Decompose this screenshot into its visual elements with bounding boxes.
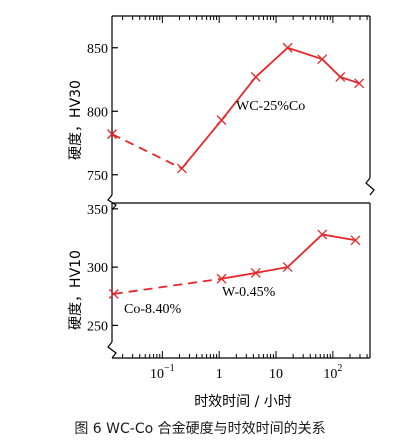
x-tick-label: 1 xyxy=(216,367,223,382)
marker-stroke xyxy=(317,229,328,240)
x-tick-base: 10 xyxy=(150,367,164,382)
marker-stroke xyxy=(108,288,119,299)
data-markers xyxy=(107,42,365,299)
marker-stroke xyxy=(335,72,346,82)
marker-stroke xyxy=(216,273,227,284)
x-tick-exponent: 2 xyxy=(337,363,342,374)
x-tick-base: 1 xyxy=(216,367,223,382)
annotation-co-8.40: Co-8.40% xyxy=(124,302,182,317)
y-tick-label: 850 xyxy=(87,42,108,57)
marker-stroke xyxy=(350,235,361,246)
data-point-marker xyxy=(216,115,227,126)
data-series xyxy=(111,46,360,295)
marker-stroke xyxy=(317,54,328,65)
series-line-top-dashed xyxy=(111,133,183,170)
figure-caption: 图 6 WC-Co 合金硬度与时效时间的关系 xyxy=(74,421,325,437)
marker-stroke xyxy=(216,115,227,126)
marker-stroke xyxy=(354,78,365,89)
data-point-marker xyxy=(317,229,328,240)
marker-stroke xyxy=(176,163,187,174)
data-point-marker xyxy=(317,54,328,65)
data-point-marker xyxy=(282,262,293,273)
data-point-marker xyxy=(350,235,361,246)
x-tick-exponent: −1 xyxy=(164,363,175,374)
series-line-bottom-dashed xyxy=(113,277,222,295)
x-tick-label: 10−1 xyxy=(150,363,175,382)
data-point-marker xyxy=(250,267,261,278)
x-tick-label: 10 xyxy=(269,367,283,382)
series-line-bottom-solid xyxy=(221,233,356,280)
x-tick-label: 102 xyxy=(323,363,342,382)
x-tick-base: 10 xyxy=(269,367,283,382)
data-point-marker xyxy=(282,42,293,53)
data-point-marker xyxy=(108,288,119,299)
data-point-marker xyxy=(107,129,117,140)
data-point-marker xyxy=(335,72,346,82)
x-axis-title: 时效时间 / 小时 xyxy=(194,394,292,410)
y-axis-title-top: 硬度，HV30 xyxy=(68,80,84,160)
data-point-marker xyxy=(176,163,187,174)
annotation-wc-25co: WC-25%Co xyxy=(236,99,305,114)
x-tick-base: 10 xyxy=(323,367,337,382)
y-tick-label: 250 xyxy=(87,319,108,334)
marker-stroke xyxy=(107,129,117,140)
y-tick-label: 750 xyxy=(87,169,108,184)
axis-break-right-top xyxy=(365,177,375,196)
marker-stroke xyxy=(250,267,261,278)
data-point-marker xyxy=(216,273,227,284)
y-tick-label: 300 xyxy=(87,261,108,276)
marker-stroke xyxy=(282,262,293,273)
marker-stroke xyxy=(282,42,293,53)
y-tick-label: 350 xyxy=(87,203,108,218)
y-axis-title-bottom: 硬度，HV10 xyxy=(68,250,84,330)
axis-break-left-bottom xyxy=(107,341,117,359)
marker-stroke xyxy=(250,72,261,82)
panel-frame-bottom xyxy=(107,202,371,359)
data-point-marker xyxy=(354,78,365,89)
annotation-w-0.45: W-0.45% xyxy=(222,285,276,300)
y-tick-label: 800 xyxy=(87,105,108,120)
axis-ticks xyxy=(112,16,368,358)
data-point-marker xyxy=(250,72,261,82)
